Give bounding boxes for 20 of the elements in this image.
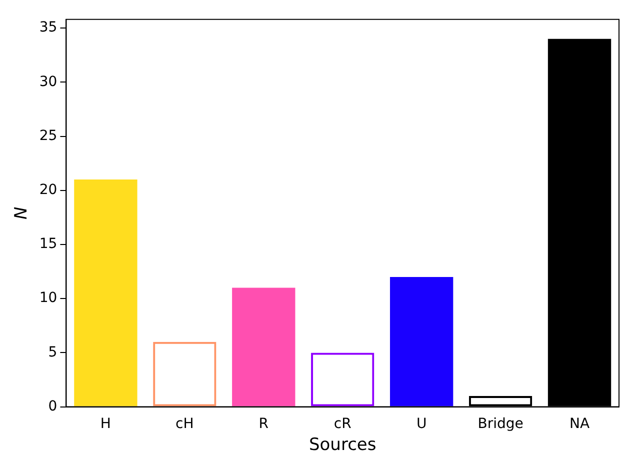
x-axis-title: Sources bbox=[308, 435, 376, 456]
y-tick-label: 30 bbox=[39, 74, 58, 90]
x-tick-label: H bbox=[100, 416, 111, 432]
x-tick-label: cH bbox=[176, 416, 194, 432]
y-tick-label: 15 bbox=[39, 236, 58, 252]
x-tick-label: Bridge bbox=[478, 416, 524, 432]
x-tick-label: cR bbox=[334, 416, 352, 432]
bar bbox=[390, 276, 454, 406]
bar bbox=[74, 180, 138, 406]
y-tick-label: 5 bbox=[48, 344, 58, 360]
x-tick-label: R bbox=[258, 416, 269, 432]
y-tick-label: 35 bbox=[39, 20, 58, 36]
y-tick-label: 0 bbox=[48, 398, 58, 414]
x-tick-label: U bbox=[416, 416, 427, 432]
x-tick-label: NA bbox=[569, 416, 590, 432]
y-axis-title: N bbox=[12, 206, 32, 220]
y-tick-label: 10 bbox=[39, 290, 58, 306]
bar bbox=[232, 288, 296, 406]
y-tick-label: 20 bbox=[39, 182, 58, 198]
y-tick-label: 25 bbox=[39, 128, 58, 144]
